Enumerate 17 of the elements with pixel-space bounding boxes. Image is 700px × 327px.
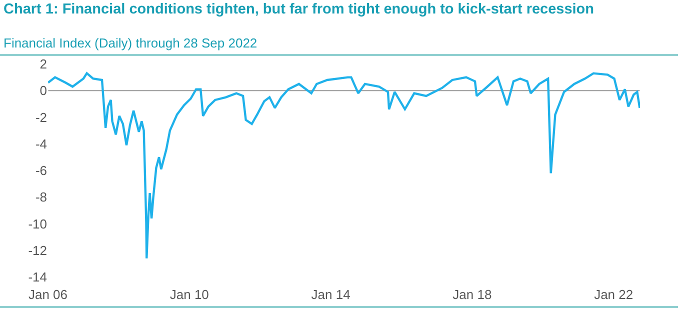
x-tick-label: Jan 18 [452,287,492,302]
x-tick-label: Jan 10 [170,287,209,302]
chart-title: Chart 1: Financial conditions tighten, but far from tight enough to kick-start recession [4,1,594,18]
x-tick-label: Jan 22 [594,287,634,302]
y-tick-label: -10 [28,216,47,232]
y-tick-label: -8 [35,190,47,205]
chart-subtitle: Financial Index (Daily) through 28 Sep 2022 [4,35,258,50]
x-tick-label: Jan 14 [311,287,350,302]
y-tick-label: -6 [35,163,47,178]
y-tick-label: -4 [35,136,47,152]
y-tick-label: 0 [40,83,47,98]
line-series [48,72,640,260]
y-tick-label: -2 [35,110,47,125]
x-tick-label: Jan 06 [28,287,68,302]
y-tick-label: -14 [28,270,47,285]
y-tick-label: 2 [40,56,47,72]
y-tick-label: -12 [28,242,47,258]
